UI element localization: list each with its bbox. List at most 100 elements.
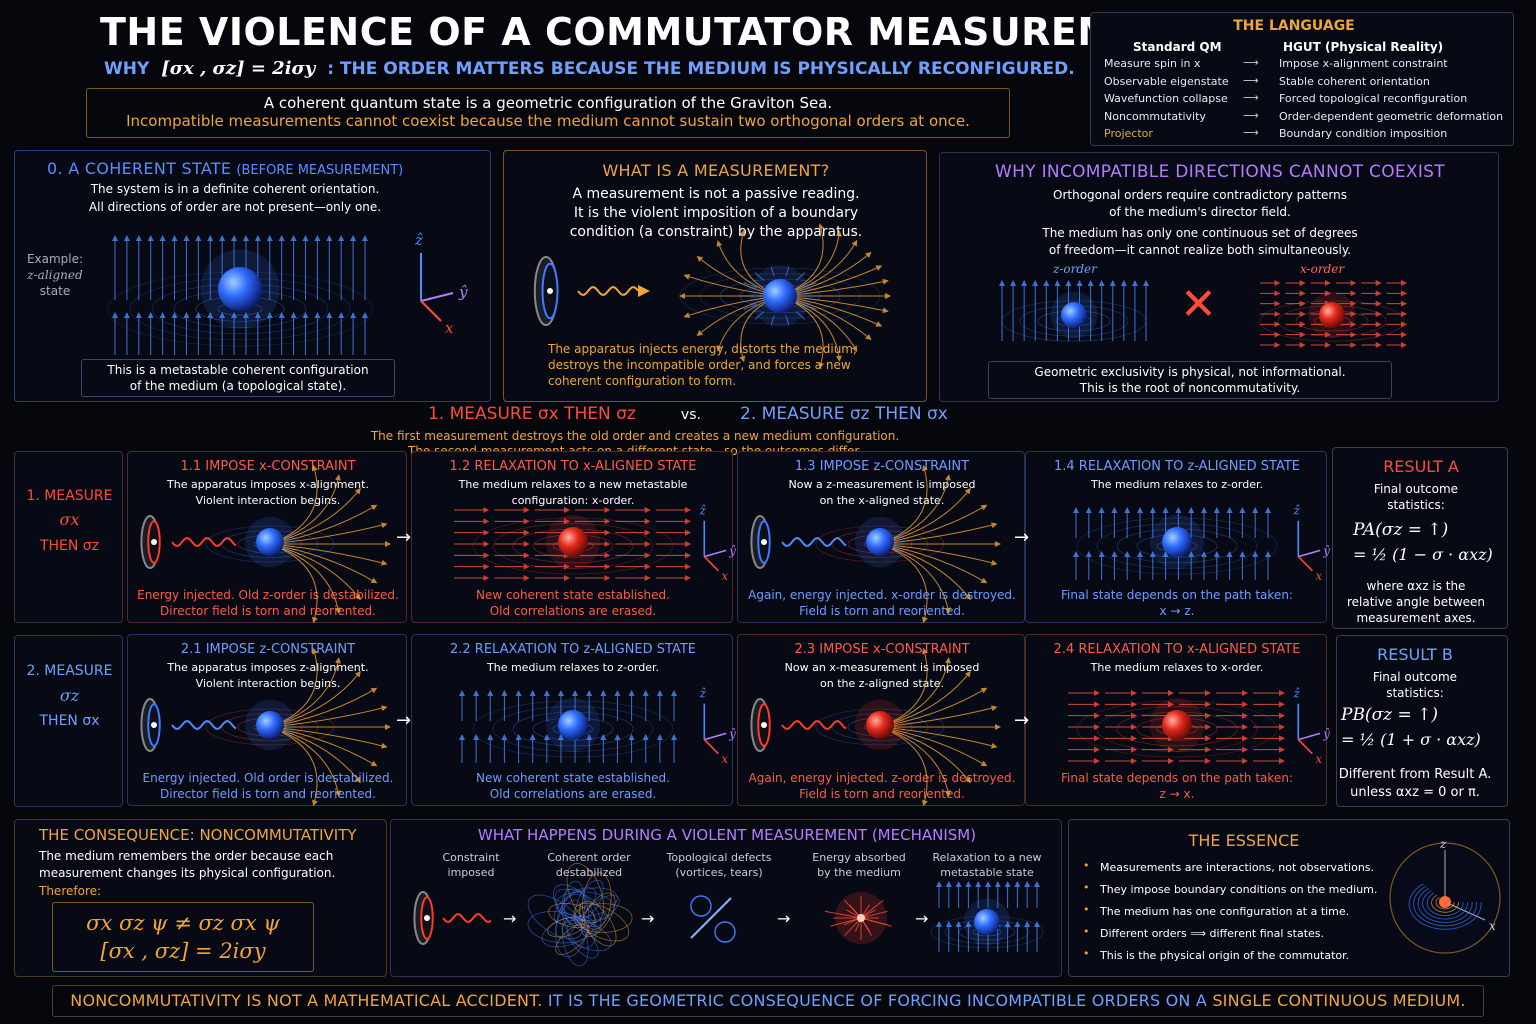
arrow-icon: ⟶ [1243,56,1259,69]
row1-step-1-panel: 1.1 IMPOSE x-CONSTRAINT The apparatus imp… [127,451,407,623]
blue-sphere [974,909,1000,935]
measurement-panel: WHAT IS A MEASUREMENT? A measurement is … [503,150,927,402]
blue-sphere [218,267,262,311]
step-illustration: ẑ ŷx [1026,685,1328,769]
mechanism-step-line1: Constraint [409,850,533,865]
row2-label2: σz [15,686,124,705]
apparatus-illustration [518,246,918,336]
essence-item: Different orders ⟹ different final state… [1100,926,1324,941]
bullet-icon: • [1083,925,1090,938]
flow-arrow-icon: → [396,710,411,731]
footer-part3: SINGLE CONTINUOUS MEDIUM. [1212,991,1465,1010]
incompatible-line2: of the medium's director field. [940,204,1460,220]
result-a-formula2: = ½ (1 − σ · αxz) [1353,545,1493,564]
commutator-formula-box: σx σz ψ ≠ σz σx ψ [σx , σz] = 2iσy [52,902,314,972]
mechanism-step-line2: destabilized [527,865,651,880]
blue-sphere [1162,527,1192,557]
language-row-hgut: Order-dependent geometric deformation [1279,110,1503,123]
row2-step-4-panel: 2.4 RELAXATION TO x-ALIGNED STATE The med… [1025,634,1327,806]
result-a-line1: Final outcome [1333,481,1499,497]
step-title: 1.2 RELAXATION TO x-ALIGNED STATE [412,459,734,474]
language-row-standard: Observable eigenstate [1104,75,1229,88]
blue-sphere [763,279,797,313]
bullet-icon: • [1083,881,1090,894]
step-note2: Director field is torn and reoriented. [128,787,408,801]
incompatible-title: WHY INCOMPATIBLE DIRECTIONS CANNOT COEXI… [940,162,1500,182]
row2-label-panel: 2. MEASURE σz THEN σx [14,635,123,807]
flow-arrow-icon: → [1014,710,1029,731]
footer-part1: NONCOMMUTATIVITY IS NOT A MATHEMATICAL A… [70,991,542,1010]
step-note1: New coherent state established. [412,771,734,785]
language-title: THE LANGUAGE [1091,18,1497,34]
language-row-standard: Measure spin in x [1104,57,1201,70]
mechanism-step-line2: imposed [409,865,533,880]
step-title: 2.2 RELAXATION TO z-ALIGNED STATE [412,642,734,657]
language-panel: THE LANGUAGE Standard QM HGUT (Physical … [1090,12,1514,146]
intro-box: A coherent quantum state is a geometric … [86,88,1010,138]
result-a-note: where αxz is the relative angle between me… [1333,578,1499,626]
axis-z-label: ẑ [699,686,707,700]
row2-label1: 2. MEASURE [15,663,124,679]
step-note2: Old correlations are erased. [412,787,734,801]
step-note1: New coherent state established. [412,588,734,602]
axis-y-label: ŷ [458,283,468,301]
step-line1: Now an x-measurement is imposed [738,660,1026,675]
red-sphere [558,527,588,557]
result-a-formula1: PA(σz = ↑) [1353,520,1448,540]
arrow-icon: ⟶ [1243,126,1259,139]
essence-item: This is the physical origin of the commu… [1100,948,1349,963]
mechanism-step-line1: Relaxation to a new [925,850,1049,865]
step-title: 2.1 IMPOSE z-CONSTRAINT [128,642,408,657]
axis-z-label: ẑ [699,503,707,517]
row1-step-3-panel: 1.3 IMPOSE z-CONSTRAINT Now a z-measureme… [737,451,1025,623]
step-note1: Final state depends on the path taken: [1026,588,1328,602]
step-illustration: ẑ ŷx [412,502,734,586]
step-illustration: ẑ ŷx [1026,502,1328,586]
axis-x-label: x [721,569,728,583]
result-b-line2: statistics: [1337,685,1493,701]
row1-step-4-panel: 1.4 RELAXATION TO z-ALIGNED STATE The med… [1025,451,1327,623]
step-title: 1.3 IMPOSE z-CONSTRAINT [738,459,1026,474]
measurement-line2: It is the violent imposition of a bounda… [504,204,928,222]
result-b-note: Different from Result A. unless αxz = 0 o… [1337,766,1493,802]
step-note1: Energy injected. Old z-order is destabil… [128,588,408,602]
coherent-example: Example: z-aligned state [21,251,89,299]
intro-line2: Incompatible measurements cannot coexist… [87,112,1009,130]
mechanism-step-line1: Coherent order [527,850,651,865]
arrow-icon: ⟶ [1243,91,1259,104]
essence-panel: THE ESSENCE zx • Measurements are interac… [1068,819,1510,977]
incompatible-line1: Orthogonal orders require contradictory … [940,187,1460,203]
subtitle: WHY [σx , σz] = 2iσy : THE ORDER MATTERS… [104,58,1075,79]
axis-y-label: ŷ [1322,727,1330,741]
incompatible-line3: The medium has only one continuous set o… [940,225,1460,241]
incompatible-line4: of freedom—it cannot realize both simult… [940,242,1460,258]
axis-y-label: ŷ [728,544,736,558]
step-line1: The medium relaxes to a new metastable [412,477,734,492]
result-b-title: RESULT B [1337,645,1493,664]
consequence-therefore: Therefore: [39,883,101,899]
language-row-standard: Projector [1104,127,1153,140]
language-row-hgut: Forced topological reconfiguration [1279,92,1467,105]
essence-vortex-illustration: zx [1387,838,1507,958]
cross-icon: ✕ [1180,279,1217,330]
axis-z-label: z [1439,837,1447,851]
page-title: THE VIOLENCE OF A COMMUTATOR MEASUREMENT [100,10,1201,54]
step-illustration: ẑ ŷx [412,685,734,769]
row1-label3: THEN σz [15,538,124,554]
axis-x-label: x [445,319,454,337]
step-note2: Director field is torn and reoriented. [128,604,408,618]
intro-line1: A coherent quantum state is a geometric … [87,94,1009,112]
flow-arrow-icon: → [1014,527,1029,548]
compare-vs: vs. [681,407,701,423]
measurement-title: WHAT IS A MEASUREMENT? [504,161,928,180]
step-title: 1.1 IMPOSE x-CONSTRAINT [128,459,408,474]
compare-heading: 1. MEASURE σx THEN σz vs. 2. MEASURE σz … [428,404,1068,424]
red-sphere [1319,302,1345,328]
step-title: 2.4 RELAXATION TO x-ALIGNED STATE [1026,642,1328,657]
step-line1: The medium relaxes to z-order. [1026,477,1328,492]
flow-arrow-icon: → [641,909,654,928]
mechanism-step-line1: Energy absorbed [797,850,921,865]
red-sphere [1162,710,1192,740]
mechanism-step-line2: (vortices, tears) [657,865,781,880]
subtitle-formula: [σx , σz] = 2iσy [161,58,315,79]
